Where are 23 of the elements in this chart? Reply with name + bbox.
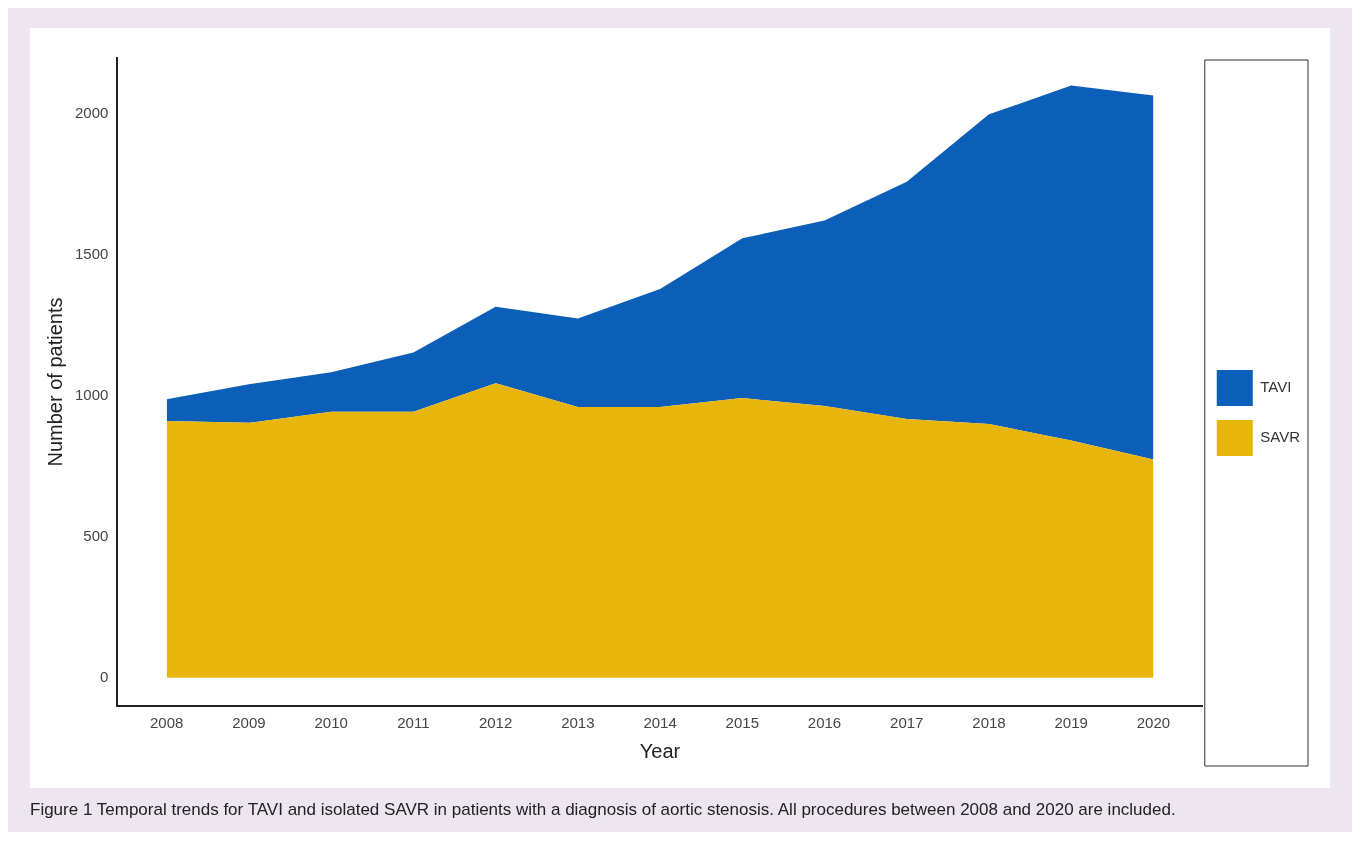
x-tick-label: 2009 xyxy=(232,714,266,732)
y-tick-label: 500 xyxy=(83,527,109,545)
x-tick-label: 2008 xyxy=(150,714,184,732)
caption: Figure 1 Temporal trends for TAVI and isolated SAVR in patients with a diagnosis of aortic stenosis. All procedures between 2008 and 2020 are included. xyxy=(30,799,1177,821)
x-tick-label: 2013 xyxy=(561,714,595,732)
legend-label: SAVR xyxy=(1260,428,1301,446)
x-tick-label: 2018 xyxy=(972,714,1006,732)
x-tick-label: 2011 xyxy=(397,714,430,732)
x-tick-label: 2010 xyxy=(314,714,348,732)
x-tick-label: 2015 xyxy=(725,714,759,732)
x-axis-title: Year xyxy=(639,739,681,762)
x-tick-label: 2014 xyxy=(643,714,677,732)
x-tick-label: 2020 xyxy=(1136,714,1171,732)
y-axis-title: Number of patients xyxy=(43,297,66,467)
x-tick-label: 2017 xyxy=(890,714,924,732)
y-tick-label: 1000 xyxy=(74,386,109,404)
y-tick-label: 1500 xyxy=(74,245,109,263)
x-tick-label: 2019 xyxy=(1054,714,1088,732)
legend-label: TAVI xyxy=(1260,378,1292,396)
x-tick-label: 2016 xyxy=(807,714,842,732)
x-tick-label: 2012 xyxy=(478,714,513,732)
y-tick-label: 2000 xyxy=(74,104,109,122)
y-tick-label: 0 xyxy=(100,667,109,685)
